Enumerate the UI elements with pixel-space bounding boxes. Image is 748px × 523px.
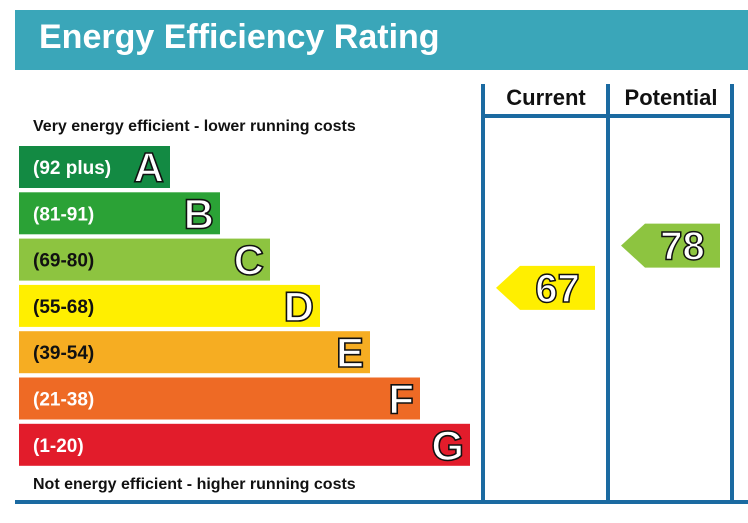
band-letter-g: G — [431, 422, 464, 469]
current-column-header: Current — [506, 85, 586, 110]
band-bar-d — [19, 284, 320, 327]
band-bar-f — [19, 377, 420, 420]
current-rating-value: 67 — [535, 267, 580, 311]
band-bar-g — [19, 423, 470, 466]
band-letter-f: F — [388, 376, 414, 423]
chart-title: Energy Efficiency Rating — [39, 18, 440, 56]
band-letter-a: A — [134, 144, 164, 191]
band-range-c: (69-80) — [33, 251, 94, 272]
band-range-g: (1-20) — [33, 436, 84, 457]
band-bar-c — [19, 238, 270, 281]
band-range-f: (21-38) — [33, 390, 94, 411]
band-bar-a — [19, 146, 170, 188]
rating-bands: (92 plus) A (81-91) B (69-80) C (55-68) D (39-54… — [19, 143, 470, 470]
top-note: Very energy efficient - lower running co… — [33, 118, 356, 135]
potential-column-header: Potential — [625, 85, 718, 110]
potential-arrow — [621, 223, 720, 268]
current-arrow — [496, 265, 595, 310]
band-range-a: (92 plus) — [33, 158, 111, 179]
band-range-b: (81-91) — [33, 204, 94, 225]
band-bar-b — [19, 192, 220, 235]
band-letter-c: C — [234, 237, 264, 284]
potential-rating-value: 78 — [660, 225, 705, 269]
band-letter-b: B — [184, 190, 214, 237]
band-letter-d: D — [284, 283, 314, 330]
rating-arrows: 67 78 — [496, 223, 720, 312]
rating-frame: Current Potential — [15, 84, 748, 504]
band-range-e: (39-54) — [33, 343, 94, 364]
band-range-d: (55-68) — [33, 297, 94, 318]
band-letter-e: E — [336, 329, 364, 376]
bottom-note: Not energy efficient - higher running co… — [33, 476, 356, 493]
title-bar: Energy Efficiency Rating — [15, 10, 748, 70]
band-bar-e — [19, 331, 370, 374]
